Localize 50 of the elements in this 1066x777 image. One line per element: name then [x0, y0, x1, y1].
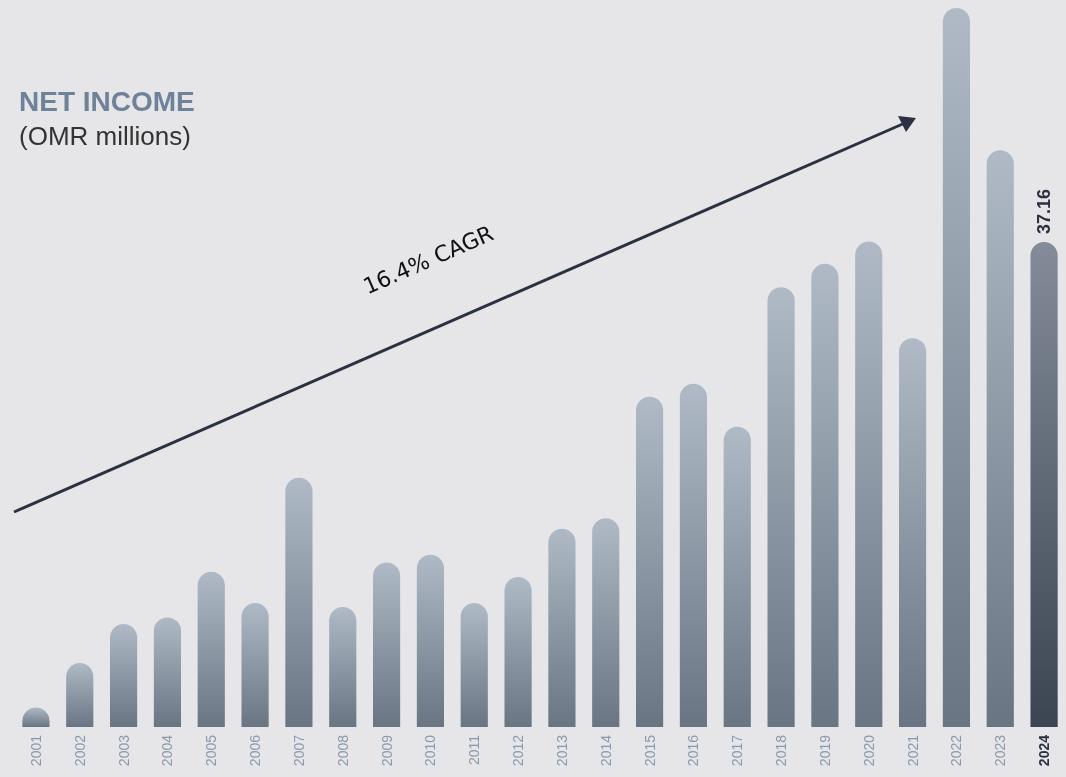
- bar: [66, 663, 94, 727]
- x-tick-label: 2014: [597, 734, 614, 767]
- bar: [504, 576, 532, 727]
- bar: [1030, 242, 1058, 727]
- x-tick-label: 2020: [860, 734, 877, 767]
- x-tick-label: 2005: [203, 734, 220, 767]
- bar: [548, 528, 576, 727]
- bar: [241, 603, 269, 727]
- text: NET INCOME: [19, 85, 195, 117]
- bar: [942, 8, 971, 727]
- x-tick-label: 2009: [378, 734, 395, 767]
- x-tick-label: 2008: [334, 734, 351, 767]
- x-tick-label: 2011: [466, 734, 483, 766]
- x-tick-label: 2017: [729, 734, 746, 767]
- text: (OMR millions): [19, 121, 191, 151]
- bar: [986, 150, 1014, 727]
- x-tick-label: 2013: [553, 734, 570, 767]
- bar: [679, 383, 708, 727]
- x-tick-label: 2012: [510, 734, 527, 767]
- bar: [899, 338, 927, 727]
- x-tick-label: 2021: [904, 734, 921, 767]
- x-tick-label: 2007: [290, 734, 307, 767]
- bar: [723, 426, 751, 727]
- x-tick-label: 2004: [159, 734, 176, 767]
- x-tick-label: 2023: [992, 734, 1009, 767]
- bar: [373, 562, 401, 727]
- data-label: 37.16: [1034, 189, 1055, 235]
- bar: [416, 554, 445, 727]
- x-tick-label: 2019: [816, 734, 833, 767]
- x-tick-label: 2006: [247, 734, 264, 767]
- bar: [855, 241, 883, 727]
- bar: [767, 287, 795, 727]
- bar: [592, 518, 620, 727]
- x-tick-label: 2018: [773, 734, 790, 767]
- bar: [197, 571, 225, 727]
- bar: [285, 477, 313, 727]
- x-tick-label: 2010: [422, 734, 439, 767]
- x-tick-label: 2001: [27, 734, 44, 767]
- x-tick-label: 2022: [948, 734, 965, 767]
- x-tick-label: 2024: [1036, 734, 1053, 767]
- bar: [153, 617, 182, 727]
- bar: [329, 606, 357, 727]
- x-tick-label: 2015: [641, 734, 658, 767]
- x-tick-label: 2016: [685, 734, 702, 767]
- bar: [811, 263, 839, 727]
- bar: [636, 396, 664, 727]
- x-tick-label: 2002: [71, 734, 88, 767]
- bar: [460, 603, 488, 727]
- bar: [110, 623, 138, 727]
- x-tick-label: 2003: [115, 734, 132, 767]
